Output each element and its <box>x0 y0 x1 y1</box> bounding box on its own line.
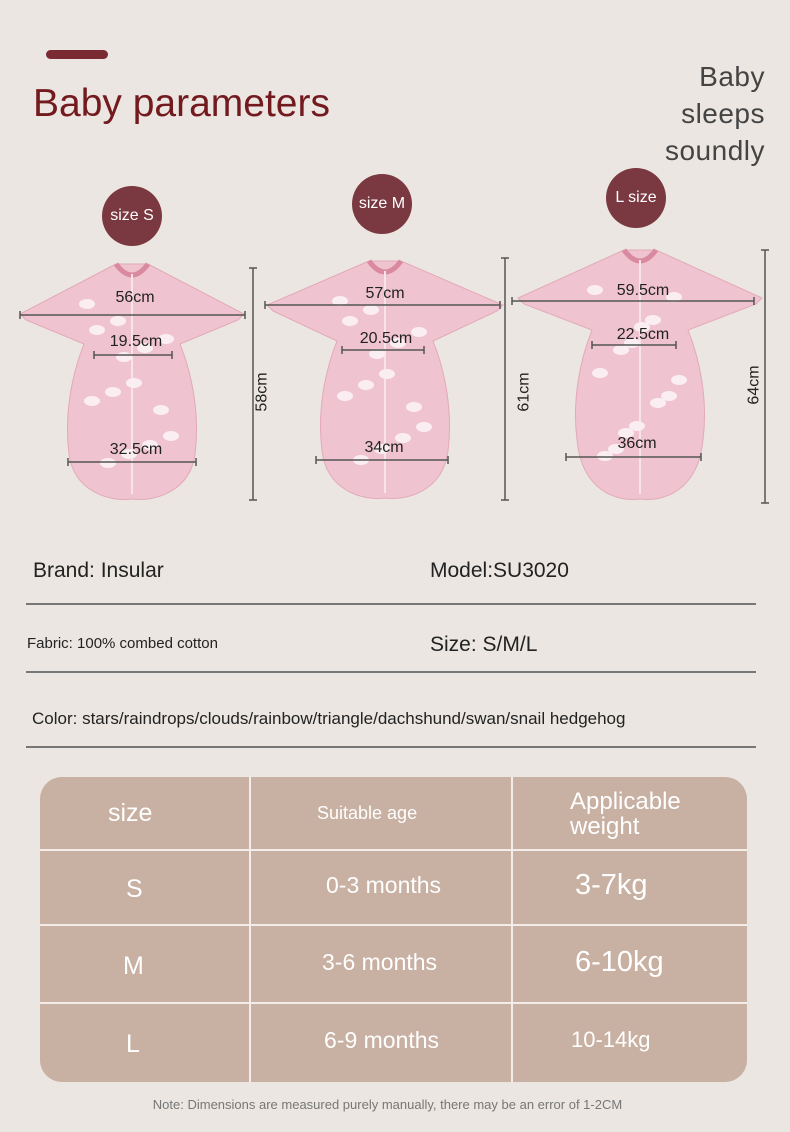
swan-pattern <box>618 428 634 438</box>
disclaimer-note: Note: Dimensions are measured purely man… <box>152 1097 623 1112</box>
divider <box>26 671 756 673</box>
swan-pattern <box>332 296 348 306</box>
chest-width-m: 57cm <box>365 285 405 302</box>
waist-width-m: 20.5cm <box>359 330 413 347</box>
slogan-line: sleeps <box>681 98 765 129</box>
swan-pattern <box>406 402 422 412</box>
swan-pattern <box>613 345 629 355</box>
swan-pattern <box>358 380 374 390</box>
color-options: Color: stars/raindrops/clouds/rainbow/tr… <box>32 709 626 728</box>
swan-pattern <box>79 299 95 309</box>
row-size: M <box>123 951 144 980</box>
swan-pattern <box>153 405 169 415</box>
hem-width-m: 34cm <box>364 439 404 456</box>
row-weight: 6-10kg <box>575 945 664 978</box>
row-size: S <box>126 874 143 903</box>
header-size: size <box>108 798 153 827</box>
chest-width-l: 59.5cm <box>616 282 670 299</box>
swan-pattern <box>369 349 385 359</box>
length-s: 58cm <box>253 372 271 412</box>
swan-pattern <box>137 343 153 353</box>
swan-pattern <box>395 433 411 443</box>
header-weight: Applicable weight <box>570 788 681 840</box>
swan-pattern <box>116 352 132 362</box>
swan-pattern <box>650 398 666 408</box>
row-weight: 3-7kg <box>575 868 648 901</box>
model: Model:SU3020 <box>430 559 569 582</box>
swan-pattern <box>416 422 432 432</box>
swan-pattern <box>597 451 613 461</box>
size-badge-m: size M <box>352 174 412 234</box>
brand: Brand: Insular <box>33 559 164 582</box>
swan-pattern <box>105 387 121 397</box>
header-age: Suitable age <box>317 802 418 823</box>
size-table: size Suitable age Applicable weight S 0-… <box>40 777 747 1082</box>
swan-pattern <box>634 322 650 332</box>
swan-pattern <box>363 305 379 315</box>
swan-pattern <box>337 391 353 401</box>
hem-width-l: 36cm <box>617 435 657 452</box>
garment-illustrations <box>19 248 769 504</box>
row-size: L <box>126 1029 140 1058</box>
slogan: Baby sleeps soundly <box>665 58 765 169</box>
length-m: 61cm <box>515 372 533 412</box>
swan-pattern <box>100 458 116 468</box>
swan-pattern <box>661 391 677 401</box>
waist-width-l: 22.5cm <box>616 326 670 343</box>
hem-width-s: 32.5cm <box>109 441 163 458</box>
swan-pattern <box>629 421 645 431</box>
swan-pattern <box>158 334 174 344</box>
swan-pattern <box>163 431 179 441</box>
size-badge-l: L size <box>606 168 666 228</box>
decorative-bar <box>46 50 108 59</box>
divider <box>26 746 756 748</box>
fabric: Fabric: 100% combed cotton <box>27 635 218 652</box>
divider <box>26 603 756 605</box>
page-title: Baby parameters <box>33 82 330 125</box>
swan-pattern <box>671 375 687 385</box>
row-age: 6-9 months <box>324 1026 440 1053</box>
swan-pattern <box>666 292 682 302</box>
swan-pattern <box>592 368 608 378</box>
row-age: 0-3 months <box>326 871 442 898</box>
size-list: Size: S/M/L <box>430 633 538 656</box>
swan-pattern <box>411 327 427 337</box>
slogan-line: soundly <box>664 135 765 166</box>
swan-pattern <box>121 449 137 459</box>
swan-pattern <box>89 325 105 335</box>
swan-pattern <box>587 285 603 295</box>
swan-pattern <box>374 444 390 454</box>
swan-pattern <box>110 316 126 326</box>
swan-pattern <box>84 396 100 406</box>
swan-pattern <box>342 316 358 326</box>
waist-width-s: 19.5cm <box>109 333 163 350</box>
swan-pattern <box>645 315 661 325</box>
row-age: 3-6 months <box>322 948 438 975</box>
length-l: 64cm <box>745 365 763 405</box>
chest-width-s: 56cm <box>115 289 155 306</box>
size-badge-s: size S <box>102 186 162 246</box>
row-weight: 10-14kg <box>571 1027 651 1052</box>
slogan-line: Baby <box>699 61 765 92</box>
swan-pattern <box>390 338 406 348</box>
swan-pattern <box>142 440 158 450</box>
swan-pattern <box>126 378 142 388</box>
swan-pattern <box>608 444 624 454</box>
swan-pattern <box>379 369 395 379</box>
